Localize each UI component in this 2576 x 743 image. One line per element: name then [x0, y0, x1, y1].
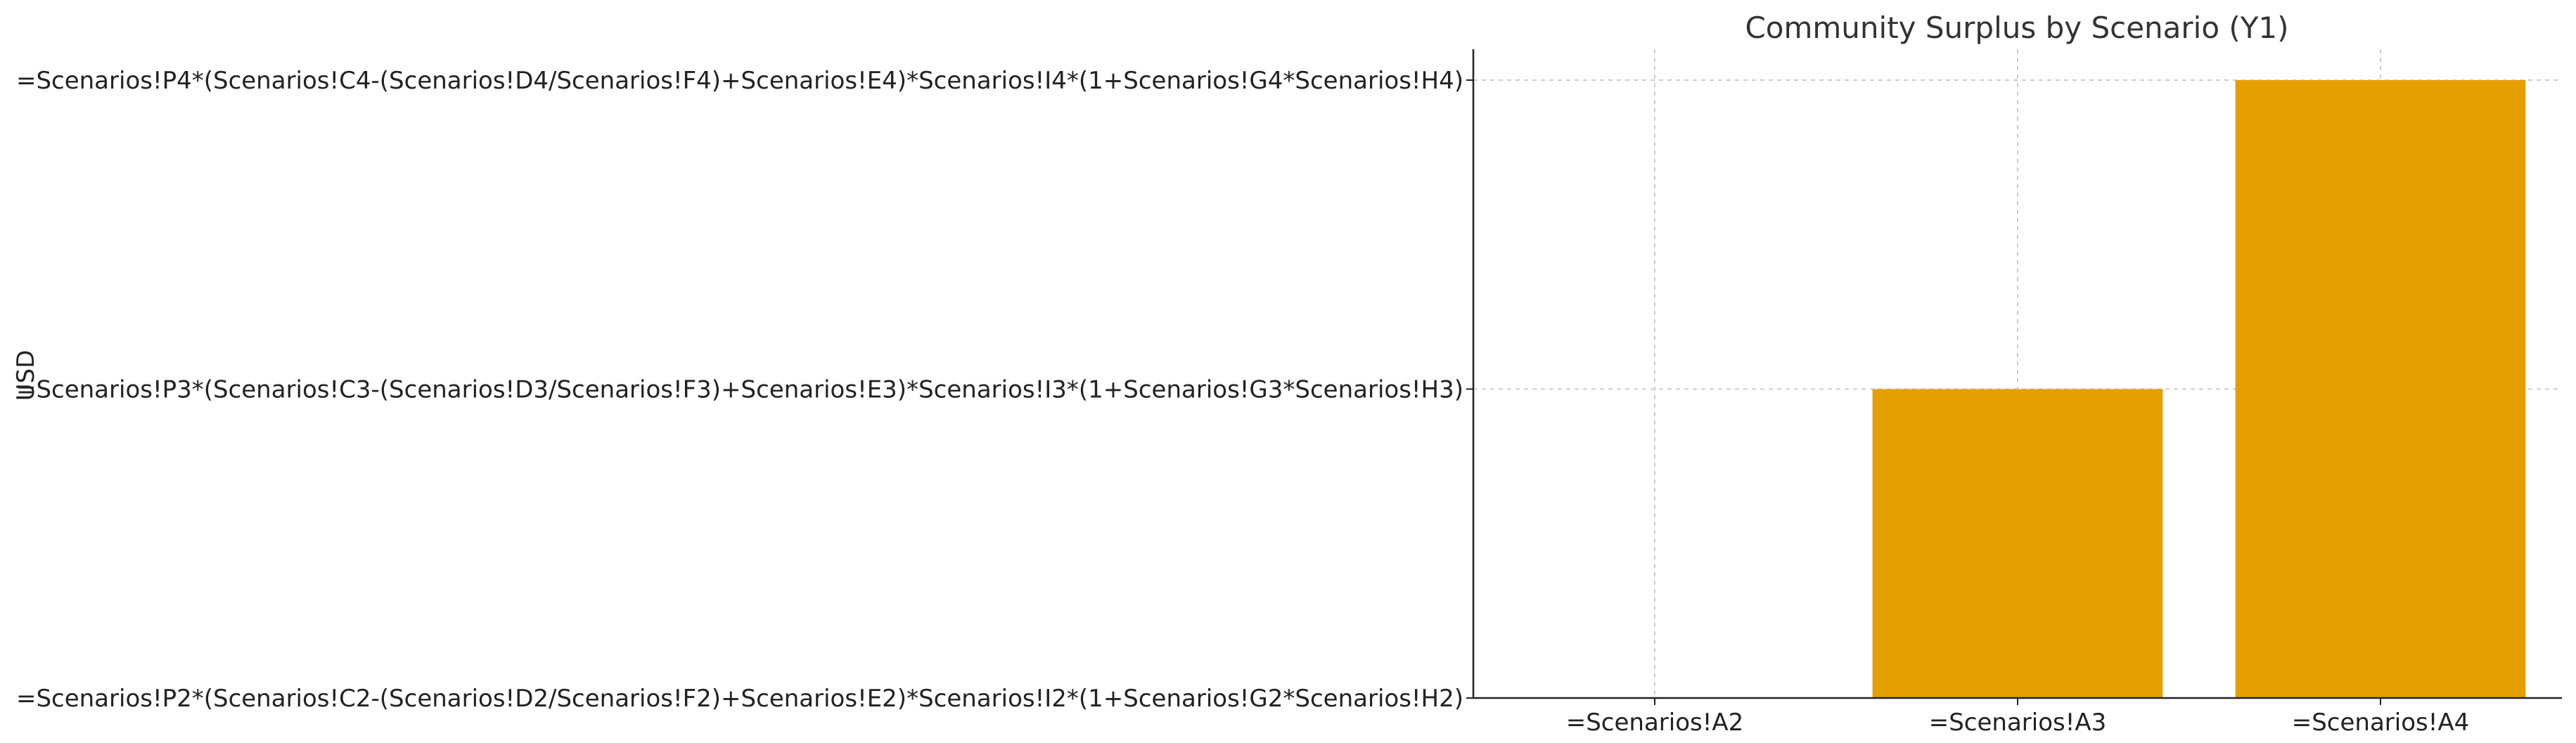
x-tick-label: =Scenarios!A3: [1929, 709, 2107, 737]
bar: [2235, 79, 2526, 698]
chart-title: Community Surplus by Scenario (Y1): [1745, 11, 2288, 45]
tick-labels: =Scenarios!P2*(Scenarios!C2-(Scenarios!D…: [16, 67, 2469, 737]
x-tick-label: =Scenarios!A4: [2292, 709, 2470, 737]
bars: [1872, 79, 2526, 698]
y-tick-label: =Scenarios!P2*(Scenarios!C2-(Scenarios!D…: [16, 685, 1463, 713]
y-tick-label: =Scenarios!P3*(Scenarios!C3-(Scenarios!D…: [16, 375, 1463, 403]
bar: [1872, 389, 2163, 698]
y-tick-label: =Scenarios!P4*(Scenarios!C4-(Scenarios!D…: [16, 67, 1463, 95]
x-tick-label: =Scenarios!A2: [1566, 709, 1744, 737]
y-axis-label: USD: [12, 350, 40, 401]
